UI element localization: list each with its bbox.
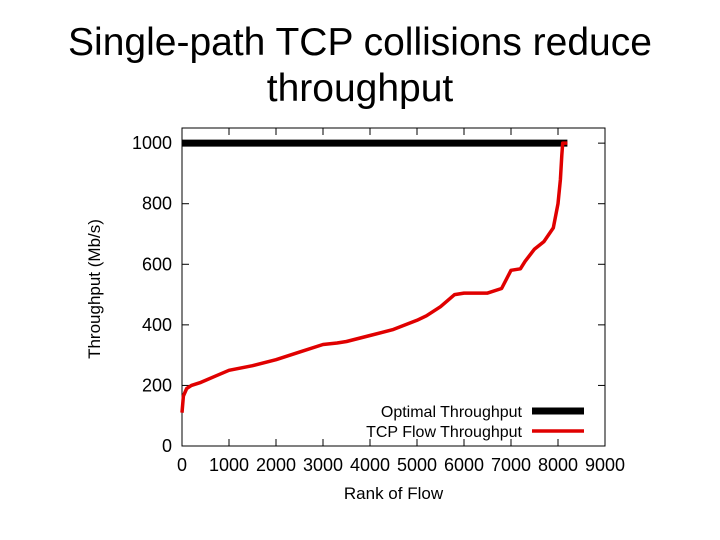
y-tick-label: 800 [142, 194, 172, 214]
y-tick-label: 600 [142, 254, 172, 274]
plot-frame [181, 127, 606, 447]
x-tick-label: 7000 [491, 455, 531, 475]
slide-title-line-2: throughput [266, 67, 454, 110]
x-tick-label: 1000 [209, 455, 249, 475]
x-tick-label: 8000 [538, 455, 578, 475]
x-tick-label: 3000 [303, 455, 343, 475]
slide-title: Single-path TCP collisions reduce throug… [60, 20, 660, 112]
y-tick-label: 0 [162, 436, 172, 456]
x-tick-label: 4000 [350, 455, 390, 475]
x-tick-label: 6000 [444, 455, 484, 475]
x-axis-label: Rank of Flow [344, 484, 444, 503]
slide-title-line-1: Single-path TCP collisions reduce [68, 21, 652, 64]
y-tick-label: 200 [142, 375, 172, 395]
x-tick-label: 9000 [585, 455, 625, 475]
legend-label-optimal: Optimal Throughput [381, 404, 523, 421]
x-tick-label: 5000 [397, 455, 437, 475]
y-tick-label: 1000 [132, 133, 172, 153]
tcp-flow-throughput-line [180, 141, 568, 413]
y-axis-label: Throughput (Mb/s) [85, 219, 104, 359]
y-tick-label: 400 [142, 315, 172, 335]
x-tick-label: 2000 [256, 455, 296, 475]
x-tick-label: 0 [177, 455, 187, 475]
legend-label-tcp: TCP Flow Throughput [366, 424, 522, 441]
